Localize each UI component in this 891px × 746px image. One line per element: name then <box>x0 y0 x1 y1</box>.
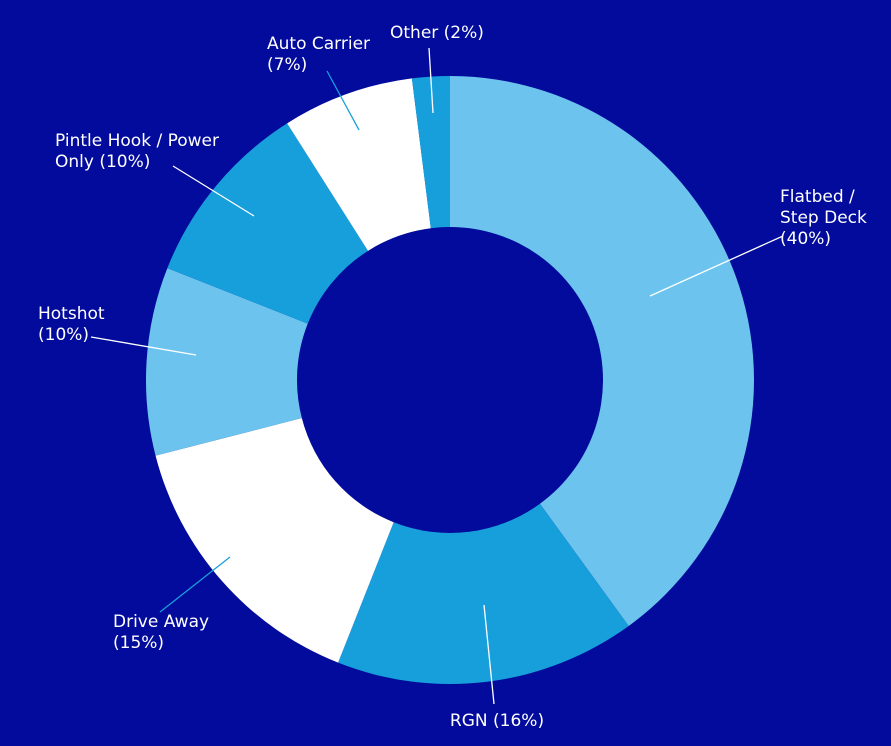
slice-label-rgn-16: RGN (16%) <box>450 711 544 731</box>
slice-label-drive-away-15: Drive Away (15%) <box>113 612 209 653</box>
slice-label-other-2: Other (2%) <box>390 23 484 43</box>
slice-hotshot-10 <box>146 268 308 456</box>
slice-drive-away-15 <box>155 418 394 663</box>
leader-line-rgn-16 <box>483 604 495 705</box>
leader-line-hotshot-10 <box>90 336 197 356</box>
slice-label-pintle-hook-power-only-10: Pintle Hook / Power Only (10%) <box>55 131 219 172</box>
leader-line-drive-away-15 <box>159 556 231 613</box>
leader-line-pintle-hook-power-only-10 <box>172 165 255 217</box>
leader-line-other-2 <box>428 47 434 114</box>
slice-label-hotshot-10: Hotshot (10%) <box>38 304 105 345</box>
slice-label-auto-carrier-7: Auto Carrier (7%) <box>267 34 370 75</box>
slice-other-2 <box>411 76 450 229</box>
slice-flatbed-step-deck-40 <box>450 76 755 626</box>
slice-auto-carrier-7 <box>287 78 431 251</box>
slice-pintle-hook-power-only-10 <box>167 123 369 324</box>
slice-label-flatbed-step-deck-40: Flatbed / Step Deck (40%) <box>780 187 867 249</box>
leader-line-auto-carrier-7 <box>326 70 360 131</box>
slice-rgn-16 <box>338 503 629 684</box>
leader-line-flatbed-step-deck-40 <box>649 235 784 297</box>
